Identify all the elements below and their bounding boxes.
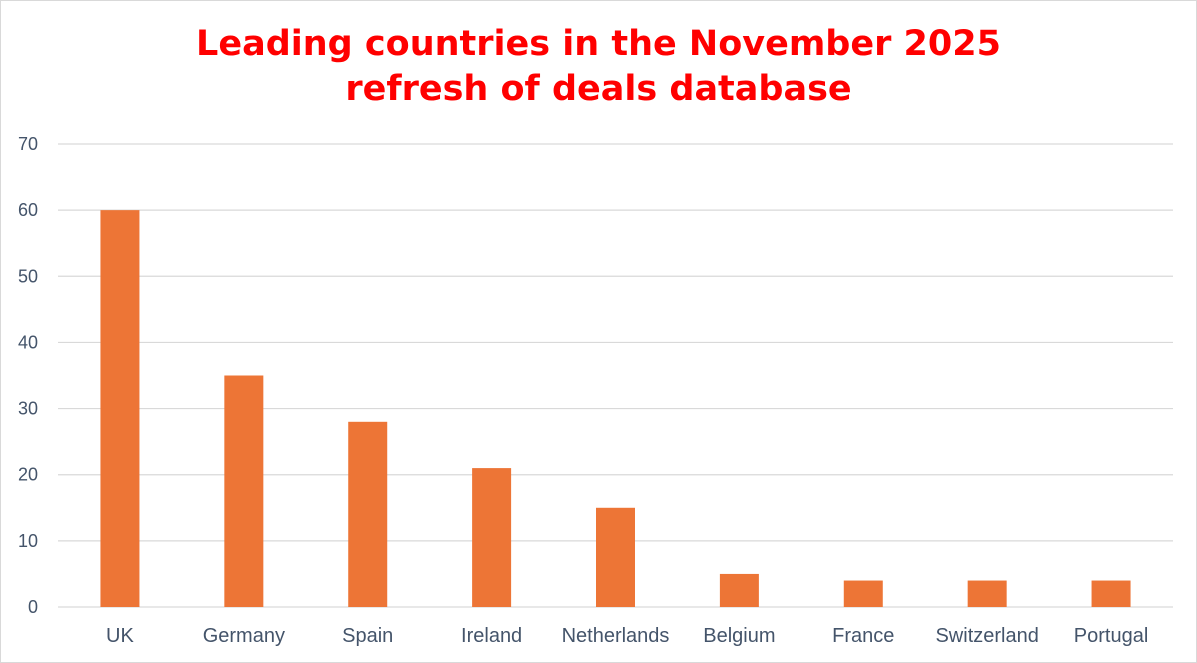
- y-axis: 0 10 20 30 40 50 60 70: [18, 134, 38, 617]
- bars: [100, 210, 1131, 607]
- chart-title: Leading countries in the November 2025 r…: [0, 22, 1197, 112]
- x-tick-label: France: [832, 625, 894, 647]
- bar-belgium: [719, 573, 759, 607]
- y-tick-label: 60: [18, 200, 38, 220]
- x-tick-label: Netherlands: [562, 625, 670, 647]
- x-tick-label: Germany: [203, 625, 285, 647]
- y-tick-label: 70: [18, 134, 38, 154]
- y-tick-label: 50: [18, 266, 38, 286]
- x-tick-label: UK: [106, 625, 134, 647]
- bar-netherlands: [596, 507, 635, 607]
- chart-title-line-2: refresh of deals database: [345, 69, 852, 109]
- y-tick-label: 20: [18, 465, 38, 485]
- y-tick-label: 0: [28, 597, 38, 617]
- bar-spain: [348, 421, 388, 607]
- bar-france: [843, 580, 883, 607]
- x-tick-label: Switzerland: [935, 625, 1038, 647]
- bar-portugal: [1091, 580, 1131, 607]
- y-tick-label: 40: [18, 332, 38, 352]
- x-axis: UK Germany Spain Ireland Netherlands Belgium F…: [106, 625, 1148, 647]
- chart-title-line-1: Leading countries in the November 2025: [196, 24, 1001, 64]
- y-tick-label: 30: [18, 399, 38, 419]
- x-tick-label: Spain: [342, 625, 393, 647]
- y-tick-label: 10: [18, 531, 38, 551]
- bar-switzerland: [967, 580, 1007, 607]
- bar-uk: [100, 210, 140, 607]
- x-tick-label: Belgium: [703, 625, 775, 647]
- x-tick-label: Ireland: [461, 625, 522, 647]
- bar-germany: [224, 375, 264, 607]
- x-tick-label: Portugal: [1074, 625, 1149, 647]
- bar-ireland: [472, 468, 512, 607]
